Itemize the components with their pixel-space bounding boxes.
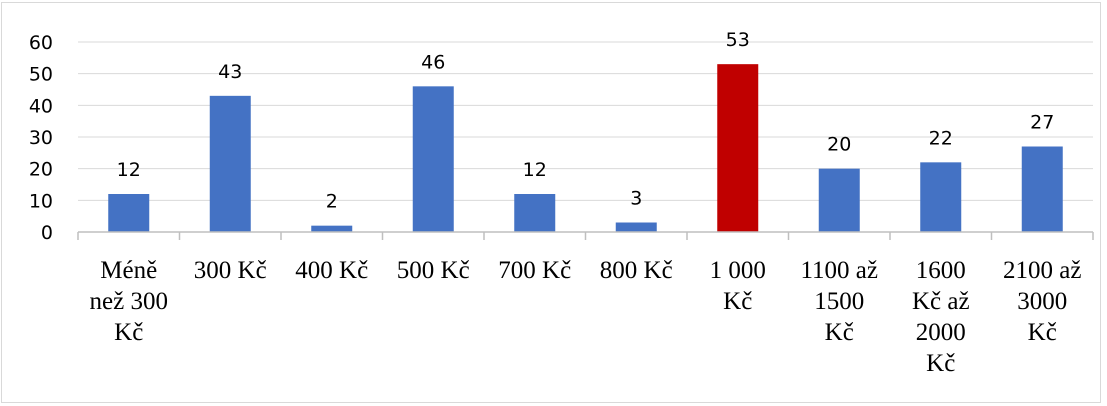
bar	[615, 222, 657, 232]
bar	[311, 225, 353, 232]
y-tick-label: 30	[29, 127, 53, 149]
bar	[209, 95, 251, 232]
category-label: 400 Kč	[295, 257, 368, 284]
data-label: 12	[117, 159, 141, 181]
y-tick-label: 60	[29, 32, 53, 54]
data-label: 3	[630, 188, 642, 210]
category-label: 2100 až 3000 Kč	[1003, 257, 1081, 346]
category-label: Méně než 300 Kč	[90, 257, 168, 346]
data-label: 12	[523, 159, 547, 181]
bar	[920, 162, 962, 232]
bar	[1021, 146, 1063, 232]
y-tick-label: 40	[29, 95, 53, 117]
bar	[108, 194, 150, 232]
category-label: 700 Kč	[498, 257, 571, 284]
bar	[412, 86, 454, 232]
category-label: 800 Kč	[600, 257, 673, 284]
category-labels: Méně než 300 Kč 300 Kč 400 Kč 500 Kč 700 Kč 800…	[90, 257, 1082, 377]
data-label: 46	[421, 51, 445, 73]
y-tick-label: 20	[29, 159, 53, 181]
y-tick-label: 10	[29, 190, 53, 212]
data-labels: 12 43 2 46 12 3 53 20 22 27	[117, 29, 1055, 213]
bar	[717, 64, 759, 233]
data-label: 2	[326, 191, 338, 213]
data-label: 27	[1030, 112, 1054, 134]
category-label: 1 000 Kč	[710, 257, 766, 315]
data-label: 53	[726, 29, 750, 51]
category-label: 1100 až 1500 Kč	[800, 257, 878, 346]
y-tick-label: 0	[41, 222, 53, 244]
data-label: 43	[218, 61, 242, 83]
data-label: 22	[929, 127, 953, 149]
category-label: 1600 Kč až 2000 Kč	[912, 257, 970, 377]
category-label: 500 Kč	[397, 257, 470, 284]
x-axis	[77, 231, 1094, 240]
bar	[818, 168, 860, 232]
bars	[108, 64, 1063, 233]
y-axis-ticks: 0 10 20 30 40 50 60	[29, 32, 53, 244]
y-tick-label: 50	[29, 64, 53, 86]
bar	[514, 194, 556, 232]
category-label: 300 Kč	[194, 257, 267, 284]
data-label: 20	[827, 134, 851, 156]
